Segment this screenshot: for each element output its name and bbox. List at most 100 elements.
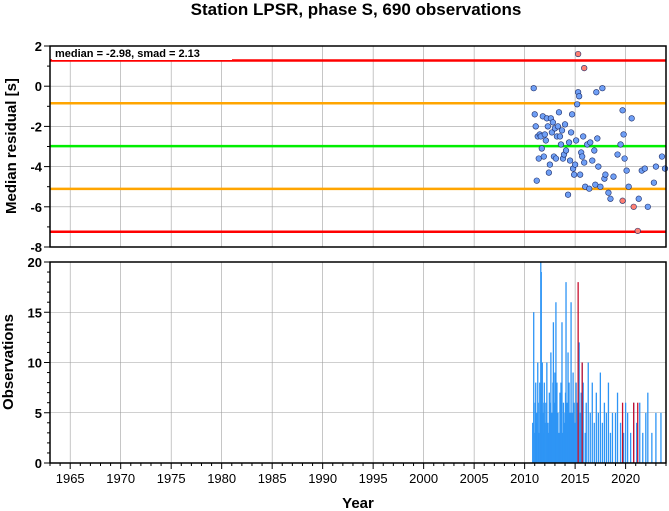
x-tick-label: 1990 bbox=[308, 471, 337, 486]
residual-point bbox=[610, 173, 617, 180]
y-tick-label: -6 bbox=[30, 200, 42, 215]
residual-point bbox=[580, 133, 587, 140]
residual-point bbox=[621, 155, 628, 162]
y-tick-label: 0 bbox=[35, 456, 42, 471]
residual-y-axis-label: Median residual [s] bbox=[3, 78, 20, 214]
residual-point bbox=[617, 141, 624, 148]
residual-point bbox=[567, 129, 575, 136]
x-tick-label: 1985 bbox=[258, 471, 287, 486]
residual-point bbox=[542, 137, 549, 144]
residual-point bbox=[581, 65, 588, 72]
residual-point bbox=[574, 101, 581, 108]
residual-point bbox=[572, 161, 579, 168]
residual-point bbox=[568, 111, 576, 118]
residual-point bbox=[630, 203, 637, 210]
residual-point bbox=[634, 227, 641, 235]
residual-point bbox=[602, 171, 609, 178]
x-axis-label: Year bbox=[342, 495, 374, 511]
residual-point bbox=[644, 203, 651, 210]
residual-point bbox=[538, 145, 545, 152]
residual-point bbox=[607, 195, 614, 202]
residual-panel: median = -2.98, smad = 2.13 2 0 -2 -4 -6 -8 M… bbox=[3, 39, 669, 255]
residual-point bbox=[594, 135, 601, 142]
residual-point bbox=[532, 123, 539, 130]
residual-point bbox=[552, 155, 560, 162]
y-tick-label: 2 bbox=[35, 39, 42, 54]
residual-point bbox=[593, 89, 600, 96]
residual-point bbox=[623, 167, 630, 174]
x-tick-label: 1980 bbox=[207, 471, 236, 486]
residual-point bbox=[545, 169, 552, 176]
reference-lines bbox=[50, 59, 666, 233]
residual-point bbox=[531, 111, 538, 118]
residual-point bbox=[558, 127, 566, 134]
residual-point bbox=[591, 147, 598, 154]
observations-y-ticks: 20 15 10 5 0 bbox=[28, 255, 50, 471]
residual-point bbox=[564, 191, 572, 198]
x-tick-label: 1970 bbox=[106, 471, 135, 486]
residual-point bbox=[628, 115, 635, 122]
x-tick-label: 2000 bbox=[409, 471, 438, 486]
residual-point bbox=[635, 195, 642, 202]
residual-point bbox=[577, 171, 584, 178]
y-tick-label: 10 bbox=[28, 356, 42, 371]
y-tick-label: 20 bbox=[28, 255, 42, 270]
median-smad-annotation: median = -2.98, smad = 2.13 bbox=[55, 48, 200, 60]
residual-point bbox=[562, 147, 570, 154]
residual-point bbox=[533, 177, 540, 184]
x-tick-label: 1975 bbox=[157, 471, 186, 486]
residual-point bbox=[658, 153, 666, 160]
residual-point bbox=[541, 131, 548, 138]
x-tick-label: 1995 bbox=[359, 471, 388, 486]
residual-point bbox=[575, 50, 582, 58]
residual-point bbox=[557, 141, 565, 148]
residual-point bbox=[597, 183, 604, 190]
residual-point bbox=[573, 137, 580, 144]
residual-point bbox=[540, 153, 547, 160]
residual-point bbox=[650, 179, 657, 186]
residual-point bbox=[619, 197, 626, 204]
x-tick-label: 2020 bbox=[611, 471, 640, 486]
residual-point bbox=[641, 165, 648, 172]
residual-point bbox=[661, 165, 669, 172]
residual-point bbox=[589, 157, 596, 164]
y-tick-label: 15 bbox=[28, 305, 42, 320]
residual-point bbox=[544, 123, 551, 130]
x-tick-label: 2015 bbox=[561, 471, 590, 486]
residual-point bbox=[576, 93, 583, 100]
residual-point bbox=[620, 131, 627, 138]
residual-point bbox=[556, 133, 564, 140]
residual-point bbox=[566, 157, 574, 164]
y-tick-label: 0 bbox=[35, 79, 42, 94]
residual-point bbox=[605, 189, 612, 196]
residual-point bbox=[599, 85, 606, 92]
y-tick-label: -4 bbox=[30, 160, 42, 175]
residual-point bbox=[625, 183, 632, 190]
residual-point bbox=[614, 151, 621, 158]
residual-y-ticks: 2 0 -2 -4 -6 -8 bbox=[30, 39, 50, 255]
residual-points bbox=[530, 50, 669, 235]
year-x-ticks: 1965 1970 1975 1980 1985 1990 1995 2000 2005 2010… bbox=[49, 463, 667, 486]
residual-point bbox=[565, 139, 573, 146]
residual-point bbox=[571, 171, 578, 178]
x-tick-label: 2005 bbox=[460, 471, 489, 486]
residual-point bbox=[549, 119, 556, 126]
residual-point bbox=[561, 121, 569, 128]
observations-y-axis-label: Observations bbox=[0, 314, 17, 410]
residual-point bbox=[652, 163, 660, 170]
residual-point bbox=[581, 159, 588, 166]
y-tick-label: -2 bbox=[30, 119, 42, 134]
y-tick-label: 5 bbox=[35, 406, 42, 421]
residual-point bbox=[554, 123, 562, 130]
x-tick-label: 1965 bbox=[56, 471, 85, 486]
residual-point bbox=[595, 163, 602, 170]
residual-point bbox=[530, 85, 537, 92]
residual-point bbox=[586, 185, 593, 192]
annotation-box bbox=[52, 46, 232, 60]
x-tick-label: 2010 bbox=[510, 471, 539, 486]
y-tick-label: -8 bbox=[30, 240, 42, 255]
residual-point bbox=[579, 153, 586, 160]
residual-point bbox=[555, 109, 563, 116]
